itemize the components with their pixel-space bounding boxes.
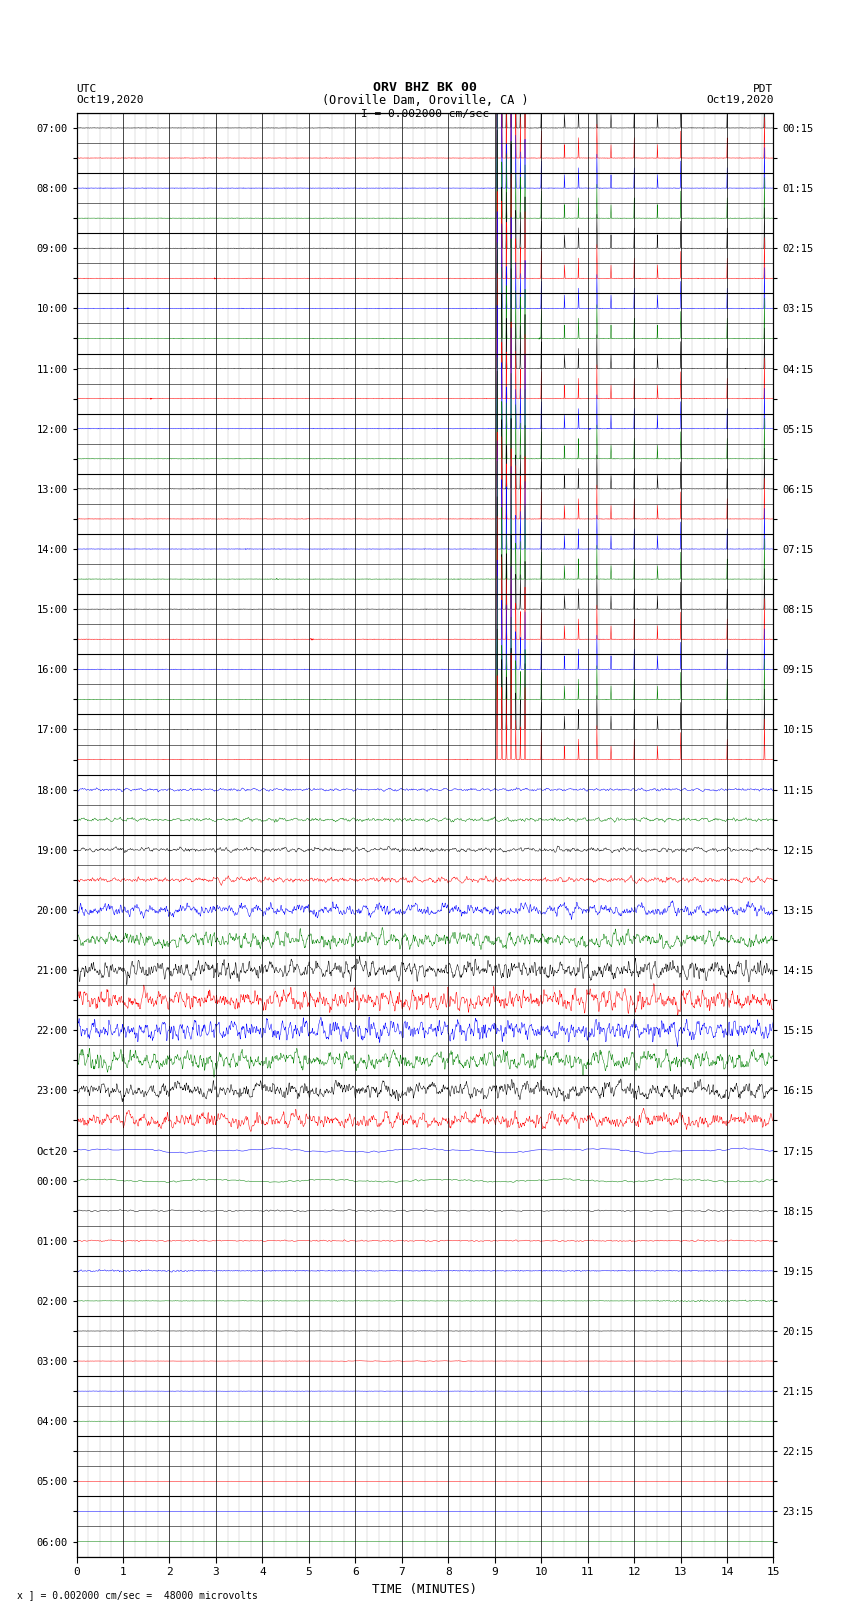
Text: Oct19,2020: Oct19,2020 xyxy=(76,95,144,105)
Text: x ] = 0.002000 cm/sec =  48000 microvolts: x ] = 0.002000 cm/sec = 48000 microvolts xyxy=(17,1590,258,1600)
X-axis label: TIME (MINUTES): TIME (MINUTES) xyxy=(372,1582,478,1595)
Text: UTC: UTC xyxy=(76,84,97,94)
Text: (Oroville Dam, Oroville, CA ): (Oroville Dam, Oroville, CA ) xyxy=(321,94,529,106)
Text: Oct19,2020: Oct19,2020 xyxy=(706,95,774,105)
Text: I = 0.002000 cm/sec: I = 0.002000 cm/sec xyxy=(361,108,489,119)
Text: PDT: PDT xyxy=(753,84,774,94)
Text: ORV BHZ BK 00: ORV BHZ BK 00 xyxy=(373,81,477,94)
